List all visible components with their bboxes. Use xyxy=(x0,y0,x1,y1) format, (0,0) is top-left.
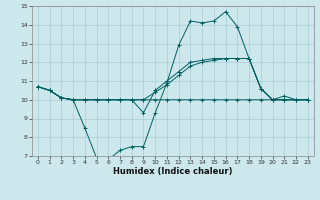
X-axis label: Humidex (Indice chaleur): Humidex (Indice chaleur) xyxy=(113,167,233,176)
